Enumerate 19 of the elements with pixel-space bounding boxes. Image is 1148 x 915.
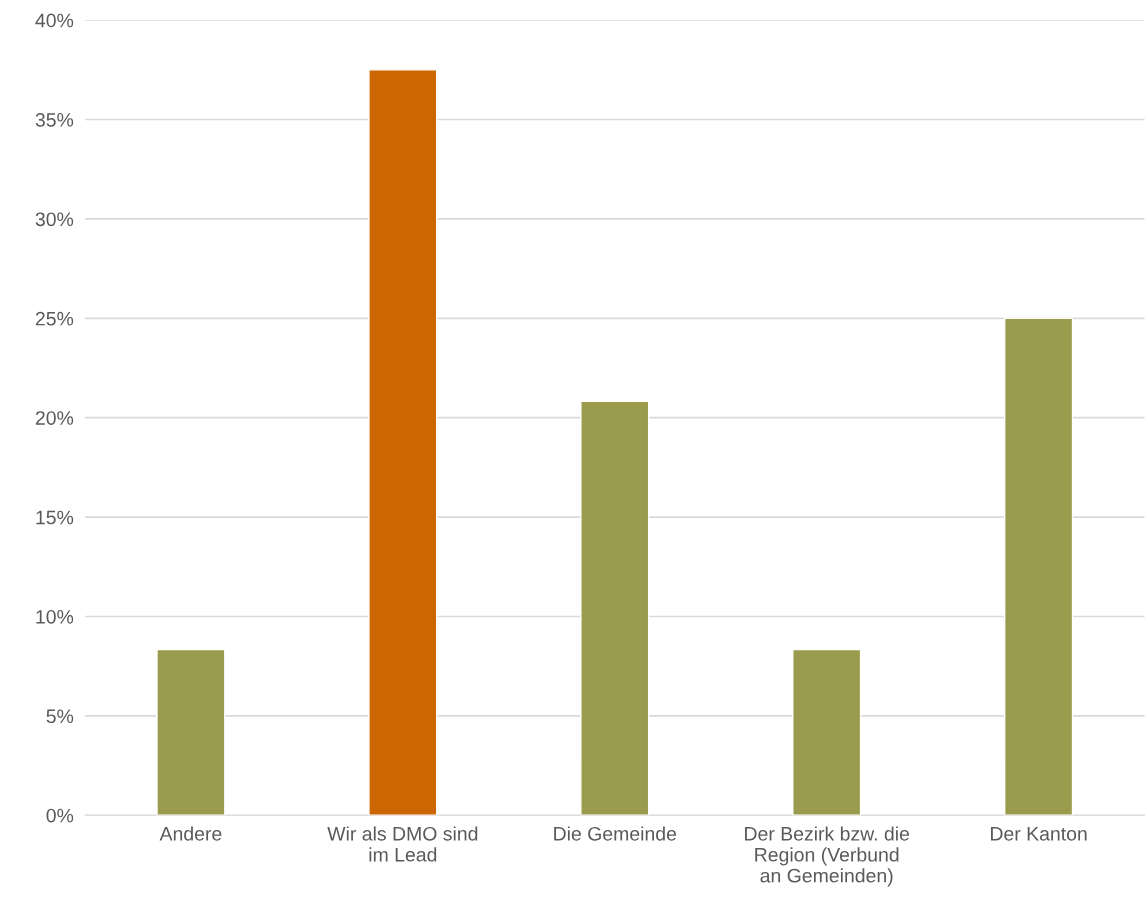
y-tick-label: 30% — [35, 212, 74, 227]
y-tick-label: 15% — [36, 510, 74, 525]
x-tick-label: Der Kanton — [991, 827, 1087, 841]
bar — [156, 648, 226, 816]
bar — [1003, 317, 1074, 816]
x-tick-label: Wir als DMO sind im Lead — [327, 826, 478, 862]
y-tick-label: 0% — [46, 808, 74, 823]
x-tick-label: Der Bezirk bzw. die Region (Verbund an Gemeinden) — [745, 826, 910, 887]
x-tick-label: Andere — [159, 826, 222, 841]
bar — [368, 69, 438, 816]
bar — [792, 648, 862, 816]
y-tick-label: 35% — [35, 112, 74, 127]
y-tick-label: 25% — [35, 311, 74, 326]
y-tick-label: 10% — [36, 609, 74, 624]
bar — [580, 400, 650, 816]
x-tick-label: Die Gemeinde — [554, 826, 677, 841]
y-tick-label: 40% — [35, 13, 74, 28]
y-tick-label: 5% — [46, 709, 74, 724]
y-tick-label: 20% — [35, 411, 74, 425]
